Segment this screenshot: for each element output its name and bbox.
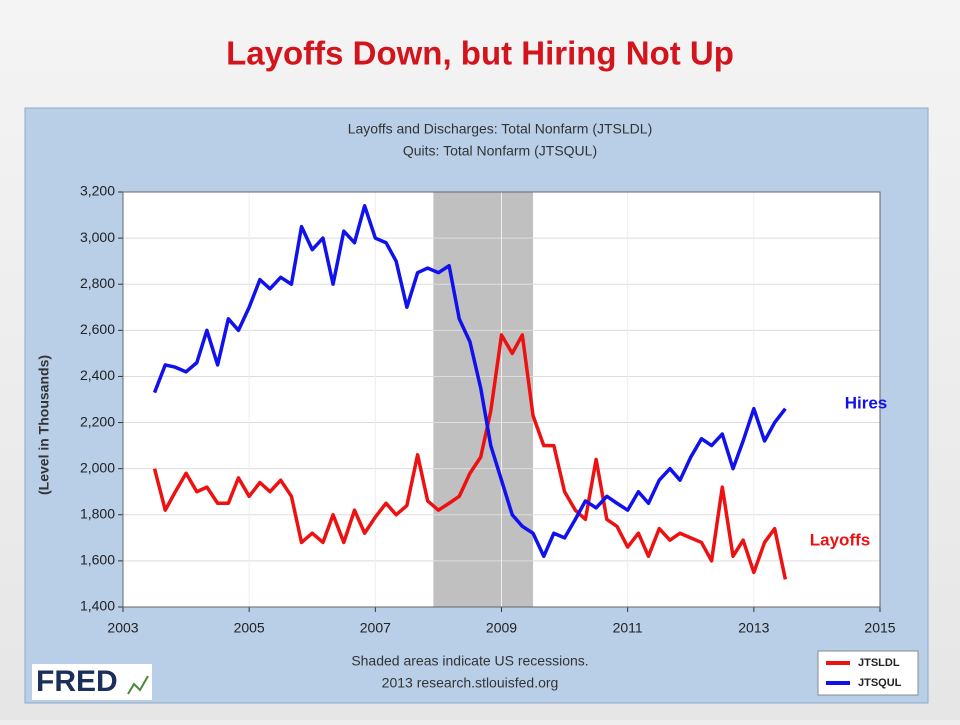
y-tick-label: 2,200 bbox=[80, 413, 115, 429]
series-line bbox=[152, 333, 788, 580]
note: Shaded areas indicate US recessions. bbox=[351, 653, 588, 669]
chart-title: Layoffs and Discharges: Total Nonfarm (J… bbox=[348, 121, 653, 137]
y-axis-label: (Level in Thousands) bbox=[36, 355, 52, 495]
logo: FRED bbox=[36, 665, 118, 698]
x-tick-label: 2007 bbox=[360, 620, 391, 636]
legend bbox=[817, 650, 919, 696]
legend-label: JTSLDL bbox=[858, 657, 900, 669]
x-tick-label: 2013 bbox=[738, 620, 769, 636]
x-tick-label: 2005 bbox=[234, 620, 265, 636]
y-tick-label: 3,200 bbox=[80, 183, 115, 199]
logo-box bbox=[32, 664, 152, 700]
y-tick-label: 1,600 bbox=[80, 552, 115, 568]
annotation: Layoffs bbox=[810, 530, 870, 549]
y-tick-label: 1,800 bbox=[80, 505, 115, 521]
legend-label: JTSQUL bbox=[858, 677, 902, 689]
y-tick-label: 2,000 bbox=[80, 459, 115, 475]
series-line bbox=[152, 204, 787, 559]
x-tick-label: 2003 bbox=[107, 620, 138, 636]
x-tick-label: 2015 bbox=[864, 620, 895, 636]
annotation: Hires bbox=[845, 393, 888, 412]
y-tick-label: 1,400 bbox=[80, 598, 115, 614]
y-tick-label: 2,600 bbox=[80, 321, 115, 337]
slide-title: Layoffs Down, but Hiring Not Up bbox=[226, 35, 734, 72]
source: 2013 research.stlouisfed.org bbox=[382, 675, 559, 691]
x-tick-label: 2011 bbox=[613, 620, 643, 636]
chart-title: Quits: Total Nonfarm (JTSQUL) bbox=[403, 143, 597, 159]
y-tick-label: 2,800 bbox=[80, 275, 115, 291]
y-tick-label: 2,400 bbox=[80, 367, 115, 383]
y-tick-label: 3,000 bbox=[80, 229, 115, 245]
x-tick-label: 2009 bbox=[486, 620, 517, 636]
plot-frame bbox=[122, 191, 881, 608]
logo-icon bbox=[127, 675, 149, 695]
